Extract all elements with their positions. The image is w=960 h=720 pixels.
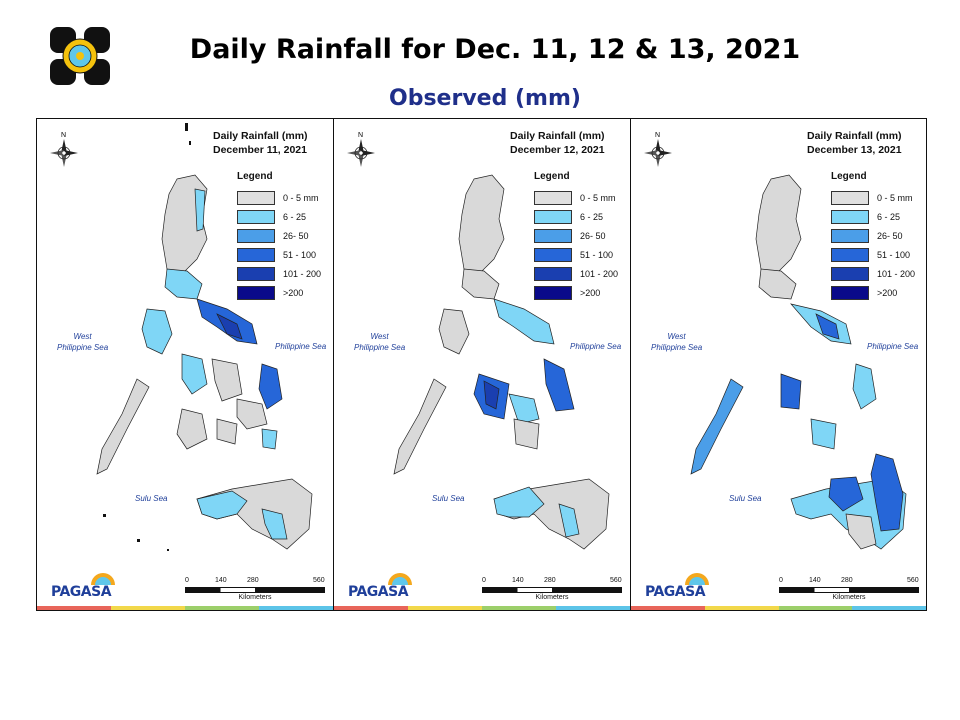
panel-title: Daily Rainfall (mm) December 12, 2021 [510, 129, 605, 157]
scale-bar: 0 140 280 560 Kilometers [779, 577, 919, 601]
legend-item: 6 - 25 [831, 207, 915, 226]
panel-heading: Daily Rainfall (mm) [807, 130, 902, 142]
panel-title: Daily Rainfall (mm) December 11, 2021 [213, 129, 308, 157]
panel-date: December 13, 2021 [807, 144, 902, 156]
legend-item: 26- 50 [237, 226, 321, 245]
legend-item: 6 - 25 [534, 207, 618, 226]
scale-bar: 0 140 280 560 Kilometers [185, 577, 325, 601]
north-arrow-icon: N [644, 132, 672, 167]
legend-heading: Legend [534, 171, 570, 182]
sulu-sea-label: Sulu Sea [729, 494, 762, 503]
north-arrow-icon: N [50, 132, 78, 167]
sulu-sea-label: Sulu Sea [432, 494, 465, 503]
philippines-map-dec-11 [96, 123, 313, 551]
panel-heading: Daily Rainfall (mm) [510, 130, 605, 142]
philippine-sea-label: Philippine Sea [867, 342, 919, 351]
panel-date: December 12, 2021 [510, 144, 605, 156]
panel-heading: Daily Rainfall (mm) [213, 130, 308, 142]
legend-item: 0 - 5 mm [831, 188, 915, 207]
brand-color-bar [37, 606, 333, 610]
legend-heading: Legend [237, 171, 273, 182]
pagasa-logo: PAGASA [338, 571, 418, 603]
svg-text:N: N [655, 132, 660, 139]
panel-title: Daily Rainfall (mm) December 13, 2021 [807, 129, 902, 157]
legend-item: 101 - 200 [831, 264, 915, 283]
dost-logo [50, 27, 110, 85]
west-philippine-sea-label: West Philippine Sea [651, 332, 703, 352]
legend-item: 26- 50 [534, 226, 618, 245]
legend-item: 51 - 100 [534, 245, 618, 264]
svg-text:N: N [358, 132, 363, 139]
scale-bar: 0 140 280 560 Kilometers [482, 577, 622, 601]
west-philippine-sea-label: West Philippine Sea [57, 332, 109, 352]
map-panel-dec-13: N Daily Rainfall [631, 119, 926, 610]
philippines-map-dec-12 [393, 174, 610, 550]
philippine-sea-label: Philippine Sea [275, 342, 327, 351]
legend-item: 101 - 200 [237, 264, 321, 283]
page-subtitle: Observed (mm) [389, 86, 581, 111]
legend-item: 51 - 100 [831, 245, 915, 264]
legend-item: 6 - 25 [237, 207, 321, 226]
legend: Legend 0 - 5 mm 6 - 25 26- 50 51 - 100 1… [237, 171, 321, 302]
panel-date: December 11, 2021 [213, 144, 307, 156]
legend-item: 51 - 100 [237, 245, 321, 264]
svg-text:N: N [61, 132, 66, 139]
pagasa-logo: PAGASA [635, 571, 715, 603]
page-title: Daily Rainfall for Dec. 11, 12 & 13, 202… [189, 34, 801, 65]
legend: Legend 0 - 5 mm 6 - 25 26- 50 51 - 100 1… [831, 171, 915, 302]
legend-item: >200 [534, 283, 618, 302]
brand-color-bar [334, 606, 630, 610]
legend-heading: Legend [831, 171, 867, 182]
map-panel-dec-11: N [37, 119, 334, 610]
pagasa-logo: PAGASA [41, 571, 121, 603]
west-philippine-sea-label: West Philippine Sea [354, 332, 406, 352]
philippine-sea-label: Philippine Sea [570, 342, 622, 351]
sulu-sea-label: Sulu Sea [135, 494, 168, 503]
brand-color-bar [631, 606, 926, 610]
legend-item: 0 - 5 mm [237, 188, 321, 207]
legend-item: 0 - 5 mm [534, 188, 618, 207]
rainfall-maps: N [36, 118, 927, 611]
legend-item: 101 - 200 [534, 264, 618, 283]
legend: Legend 0 - 5 mm 6 - 25 26- 50 51 - 100 1… [534, 171, 618, 302]
map-panel-dec-12: N Daily [334, 119, 631, 610]
north-arrow-icon: N [347, 132, 375, 167]
legend-item: >200 [831, 283, 915, 302]
philippines-map-dec-13 [690, 174, 907, 550]
legend-item: >200 [237, 283, 321, 302]
legend-item: 26- 50 [831, 226, 915, 245]
